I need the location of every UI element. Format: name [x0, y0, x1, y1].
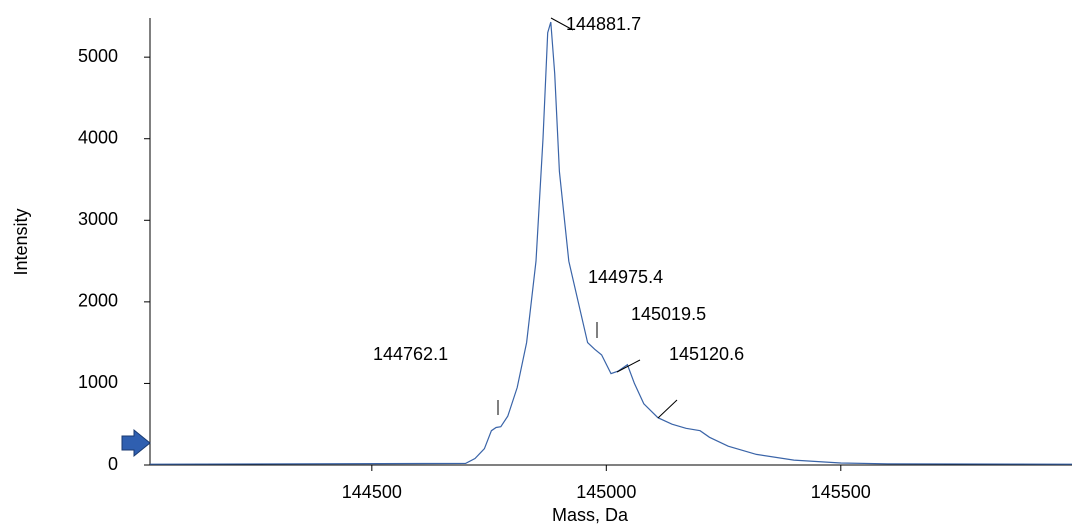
- peak-marker: [616, 359, 641, 373]
- peak-marker: [550, 17, 574, 31]
- peak-label: 145019.5: [631, 304, 706, 324]
- y-tick-label: 5000: [78, 46, 118, 66]
- baseline-arrow: [121, 428, 151, 458]
- x-tick-label: 145500: [811, 482, 871, 502]
- peak-label: 145120.6: [669, 344, 744, 364]
- peak-label: 144762.1: [373, 344, 448, 364]
- y-tick-label: 1000: [78, 372, 118, 392]
- x-tick-label: 145000: [576, 482, 636, 502]
- y-axis-label: Intensity: [11, 208, 31, 275]
- y-tick-label: 4000: [78, 127, 118, 147]
- x-tick-label: 144500: [342, 482, 402, 502]
- y-tick-label: 3000: [78, 209, 118, 229]
- peak-marker: [657, 399, 678, 419]
- peak-label: 144975.4: [588, 267, 663, 287]
- y-tick-label: 2000: [78, 291, 118, 311]
- x-axis-label: Mass, Da: [552, 505, 629, 525]
- spectrum-line: [149, 21, 1073, 465]
- peak-label: 144881.7: [566, 14, 641, 34]
- y-tick-label: 0: [108, 454, 118, 474]
